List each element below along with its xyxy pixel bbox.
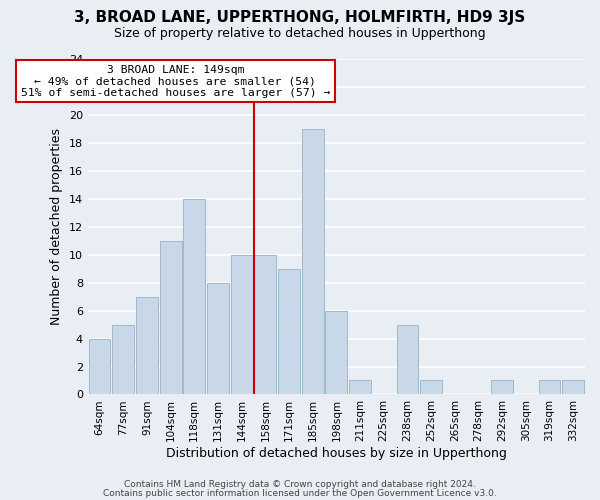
Text: Contains public sector information licensed under the Open Government Licence v3: Contains public sector information licen…: [103, 488, 497, 498]
Bar: [160, 240, 182, 394]
Bar: [562, 380, 584, 394]
Text: 3 BROAD LANE: 149sqm
← 49% of detached houses are smaller (54)
51% of semi-detac: 3 BROAD LANE: 149sqm ← 49% of detached h…: [20, 64, 330, 98]
Bar: [207, 282, 229, 395]
Bar: [136, 296, 158, 394]
Bar: [278, 268, 300, 394]
Text: Contains HM Land Registry data © Crown copyright and database right 2024.: Contains HM Land Registry data © Crown c…: [124, 480, 476, 489]
Bar: [349, 380, 371, 394]
Y-axis label: Number of detached properties: Number of detached properties: [50, 128, 63, 325]
Bar: [89, 338, 110, 394]
Bar: [539, 380, 560, 394]
Bar: [420, 380, 442, 394]
Bar: [112, 324, 134, 394]
X-axis label: Distribution of detached houses by size in Upperthong: Distribution of detached houses by size …: [166, 447, 507, 460]
Text: Size of property relative to detached houses in Upperthong: Size of property relative to detached ho…: [114, 28, 486, 40]
Bar: [231, 254, 253, 394]
Bar: [302, 129, 323, 394]
Text: 3, BROAD LANE, UPPERTHONG, HOLMFIRTH, HD9 3JS: 3, BROAD LANE, UPPERTHONG, HOLMFIRTH, HD…: [74, 10, 526, 25]
Bar: [397, 324, 418, 394]
Bar: [325, 310, 347, 394]
Bar: [184, 199, 205, 394]
Bar: [254, 254, 276, 394]
Bar: [491, 380, 513, 394]
